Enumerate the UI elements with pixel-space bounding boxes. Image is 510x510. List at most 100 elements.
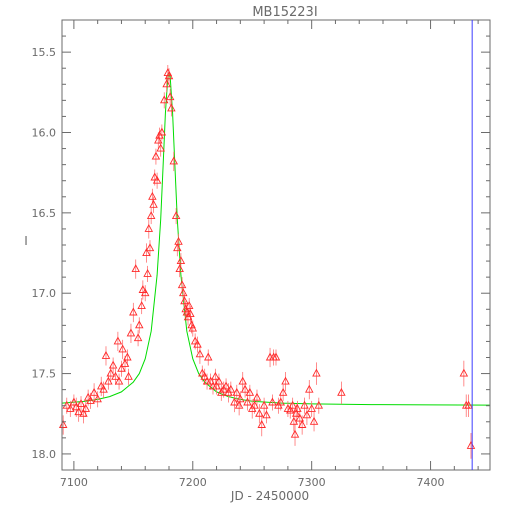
data-point <box>187 320 196 329</box>
x-tick-label: 7300 <box>298 476 326 489</box>
data-point <box>238 376 247 385</box>
data-point <box>291 408 301 417</box>
data-point <box>288 400 297 409</box>
x-tick-label: 7200 <box>179 476 207 489</box>
x-axis-label: JD - 2450000 <box>230 489 309 503</box>
data-point <box>179 288 188 297</box>
data-point <box>86 395 95 404</box>
data-point <box>307 403 316 412</box>
data-point <box>138 285 148 293</box>
data-point <box>276 397 286 406</box>
data-point <box>163 68 173 76</box>
data-point <box>89 387 99 396</box>
data-point <box>169 156 179 165</box>
data-point <box>81 403 91 412</box>
data-point <box>257 420 266 428</box>
data-point <box>290 429 300 438</box>
data-point <box>135 320 144 329</box>
data-point <box>93 394 102 403</box>
data-point <box>66 403 75 412</box>
data-point <box>221 381 231 390</box>
data-point <box>156 143 165 152</box>
data-point <box>184 301 194 310</box>
data-point <box>186 309 195 318</box>
data-point <box>297 420 307 428</box>
data-point <box>198 368 207 377</box>
y-tick-label: 18.0 <box>32 448 57 461</box>
x-tick-label: 7400 <box>417 476 445 489</box>
data-point <box>79 408 88 417</box>
data-point <box>99 384 108 393</box>
data-point <box>140 288 150 297</box>
data-point <box>252 392 262 401</box>
data-point <box>148 191 157 200</box>
data-point <box>104 376 113 385</box>
data-point <box>259 400 269 409</box>
data-point <box>162 79 171 88</box>
data-point <box>120 358 130 367</box>
data-point <box>289 416 299 425</box>
data-point <box>143 268 152 277</box>
y-tick-label: 17.5 <box>32 368 57 381</box>
data-point <box>167 103 176 112</box>
data-point <box>131 264 140 273</box>
data-point <box>240 384 250 393</box>
data-point <box>232 387 242 396</box>
data-point <box>295 413 305 422</box>
data-point <box>58 420 68 428</box>
data-point <box>230 397 239 406</box>
data-point <box>62 400 72 409</box>
data-point <box>255 408 264 417</box>
data-point <box>271 352 281 361</box>
data-point <box>173 243 182 252</box>
data-point <box>165 92 175 101</box>
data-point <box>293 403 302 412</box>
data-point <box>309 416 319 425</box>
data-point <box>144 223 154 232</box>
y-tick-label: 15.5 <box>32 46 57 59</box>
data-point <box>250 400 259 409</box>
data-point <box>76 399 86 408</box>
data-point <box>305 384 314 393</box>
y-tick-label: 16.5 <box>32 207 57 220</box>
data-point <box>114 376 124 385</box>
data-point <box>133 333 143 342</box>
data-point <box>118 344 127 353</box>
data-point <box>129 307 138 316</box>
data-point <box>278 387 288 396</box>
data-point <box>214 376 224 385</box>
data-point <box>243 397 252 406</box>
data-point <box>123 352 132 361</box>
data-point <box>312 368 321 377</box>
data-point <box>281 376 290 385</box>
y-tick-label: 17.0 <box>32 287 57 300</box>
data-point <box>300 400 309 409</box>
data-point <box>145 243 155 252</box>
data-point <box>142 248 151 256</box>
data-point <box>117 363 126 372</box>
data-point <box>149 199 158 208</box>
data-point <box>177 280 187 289</box>
data-point <box>200 371 209 380</box>
data-point <box>195 349 205 358</box>
data-point <box>212 381 221 390</box>
data-point <box>262 410 271 419</box>
data-point <box>106 368 115 377</box>
data-point <box>111 371 120 380</box>
data-point <box>152 175 162 184</box>
data-point <box>83 392 93 401</box>
data-point <box>124 371 133 380</box>
data-point <box>203 352 213 361</box>
data-point <box>302 410 312 419</box>
data-point <box>466 440 476 449</box>
data-point <box>146 211 156 220</box>
data-point <box>96 381 106 390</box>
data-point <box>286 405 295 414</box>
data-point <box>151 151 161 160</box>
data-point <box>268 397 277 406</box>
data-point <box>245 387 255 396</box>
data-point <box>164 71 174 80</box>
y-axis-label: I <box>24 234 28 248</box>
data-point <box>236 394 245 403</box>
